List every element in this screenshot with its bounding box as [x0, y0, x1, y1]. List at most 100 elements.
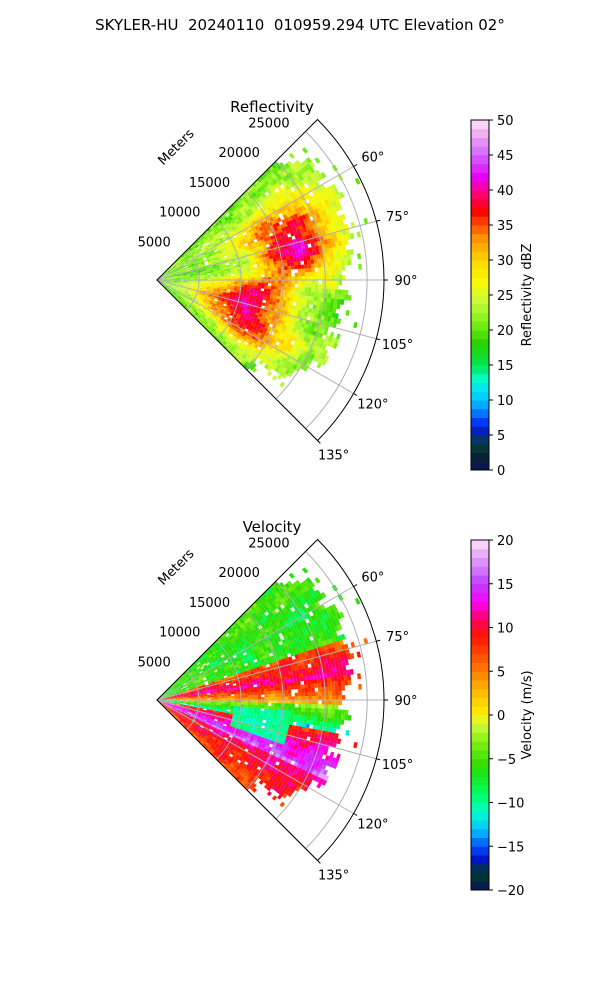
colorbar-swatch-1-7 [471, 820, 489, 830]
colorbar-swatch-0-15 [471, 330, 489, 340]
colorbar-swatch-0-22 [471, 268, 489, 278]
colorbar-tick-label-1-8: 20 [497, 534, 514, 549]
theta-tick-label-0-5: 135° [318, 449, 349, 464]
colorbar-swatch-1-36 [471, 566, 489, 576]
theta-tick-1-0 [353, 584, 358, 587]
colorbar-swatch-1-3 [471, 855, 489, 865]
colorbar-swatch-1-27 [471, 645, 489, 655]
theta-tick-1-4 [353, 813, 358, 816]
colorbar-swatch-1-18 [471, 723, 489, 733]
colorbar-swatch-0-4 [471, 426, 489, 436]
colorbar-tick-label-1-7: 15 [497, 578, 514, 593]
theta-tick-1-3 [376, 758, 381, 761]
colorbar-tick-label-0-7: 35 [497, 219, 514, 234]
colorbar-swatch-0-25 [471, 242, 489, 252]
theta-tick-0-4 [353, 393, 358, 396]
colorbar-swatch-1-13 [471, 767, 489, 777]
colorbar-swatch-0-34 [471, 163, 489, 173]
colorbar-swatch-0-1 [471, 452, 489, 462]
colorbar-swatch-1-6 [471, 828, 489, 838]
colorbar-swatch-0-21 [471, 277, 489, 287]
colorbar-swatch-1-17 [471, 732, 489, 742]
colorbar-swatch-0-17 [471, 312, 489, 322]
colorbar-swatch-1-4 [471, 846, 489, 856]
colorbar-tick-label-1-6: 10 [497, 622, 514, 637]
colorbar-swatch-1-34 [471, 583, 489, 593]
colorbar-swatch-1-5 [471, 837, 489, 847]
theta-tick-label-0-3: 105° [382, 338, 413, 353]
colorbar-swatch-0-19 [471, 295, 489, 305]
colorbar-tick-label-1-4: 0 [497, 709, 505, 724]
colorbar-swatch-0-13 [471, 347, 489, 357]
colorbar-swatch-1-1 [471, 872, 489, 882]
colorbar-swatch-0-23 [471, 260, 489, 270]
radial-tick-label-1-1: 10000 [159, 626, 200, 641]
theta-gridline-0-3 [156, 279, 377, 340]
theta-gridline-1-3 [156, 699, 377, 760]
theta-tick-1-5 [317, 860, 321, 864]
colorbar-swatch-1-15 [471, 750, 489, 760]
colorbar-tick-label-1-0: −20 [497, 884, 524, 899]
colorbar-swatch-1-33 [471, 592, 489, 602]
radial-tick-label-1-0: 5000 [138, 655, 171, 670]
colorbar-tick-label-0-9: 45 [497, 149, 514, 164]
theta-gridline-1-0 [156, 586, 354, 701]
colorbar-swatch-1-31 [471, 610, 489, 620]
colorbar-label-0: Reflectivity dBZ [520, 244, 535, 347]
colorbar-swatch-0-29 [471, 207, 489, 217]
radial-tick-label-1-4: 25000 [248, 536, 289, 551]
colorbar-swatch-1-9 [471, 802, 489, 812]
theta-tick-0-3 [376, 338, 381, 341]
colorbar-tick-label-0-6: 30 [497, 254, 514, 269]
colorbar-swatch-0-27 [471, 225, 489, 235]
colorbar-1: −20 −15 −10 −5 0 5 10 15 20 Velocity (m/s) [470, 534, 535, 899]
theta-gridline-0-1 [156, 220, 377, 281]
colorbar-swatch-0-2 [471, 443, 489, 453]
theta-tick-label-0-0: 60° [361, 151, 384, 166]
theta-gridline-0-0 [156, 166, 354, 281]
radial-axis-label-1: Meters [156, 546, 198, 588]
theta-gridline-0-4 [156, 279, 354, 394]
colorbar-swatch-1-28 [471, 636, 489, 646]
theta-tick-1-1 [376, 639, 381, 642]
colorbar-swatch-1-35 [471, 575, 489, 585]
colorbar-label-1: Velocity (m/s) [520, 670, 535, 759]
colorbar-tick-label-1-2: −10 [497, 797, 524, 812]
theta-tick-0-1 [376, 219, 381, 222]
colorbar-swatch-0-12 [471, 356, 489, 366]
colorbar-swatch-1-10 [471, 793, 489, 803]
radial-tick-label-0-3: 20000 [219, 146, 260, 161]
colorbar-swatch-1-30 [471, 618, 489, 628]
theta-tick-0-0 [353, 164, 358, 167]
colorbar-swatch-0-33 [471, 172, 489, 182]
colorbar-swatch-0-11 [471, 365, 489, 375]
colorbar-tick-label-1-1: −15 [497, 840, 524, 855]
colorbar-swatch-1-2 [471, 863, 489, 873]
colorbar-tick-label-1-5: 5 [497, 665, 505, 680]
colorbar-swatch-0-37 [471, 137, 489, 147]
theta-tick-label-0-1: 75° [386, 210, 409, 225]
colorbar-swatch-0-26 [471, 233, 489, 243]
panel-0: 60° 75° 90° 105° 120° 135° 5000 10000 15000 20000… [138, 98, 535, 479]
colorbar-swatch-1-21 [471, 697, 489, 707]
colorbar-swatch-1-29 [471, 627, 489, 637]
theta-tick-label-0-2: 90° [394, 274, 417, 289]
colorbar-swatch-0-14 [471, 338, 489, 348]
colorbar-swatch-0-38 [471, 128, 489, 138]
theta-tick-label-1-1: 75° [386, 630, 409, 645]
colorbar-tick-label-0-2: 10 [497, 394, 514, 409]
colorbar-swatch-0-30 [471, 198, 489, 208]
colorbar-tick-label-0-10: 50 [497, 114, 514, 129]
colorbar-swatch-1-22 [471, 688, 489, 698]
colorbar-swatch-1-38 [471, 548, 489, 558]
colorbar-swatch-0-24 [471, 251, 489, 261]
colorbar-tick-label-0-5: 25 [497, 289, 514, 304]
radial-tick-label-1-3: 20000 [219, 566, 260, 581]
panel-1: 60° 75° 90° 105° 120° 135° 5000 10000 15000 20000… [138, 518, 535, 899]
colorbar-swatch-0-39 [471, 120, 489, 130]
colorbar-tick-label-0-0: 0 [497, 464, 505, 479]
theta-tick-label-1-2: 90° [394, 694, 417, 709]
colorbar-swatch-0-35 [471, 155, 489, 165]
colorbar-swatch-1-39 [471, 540, 489, 550]
